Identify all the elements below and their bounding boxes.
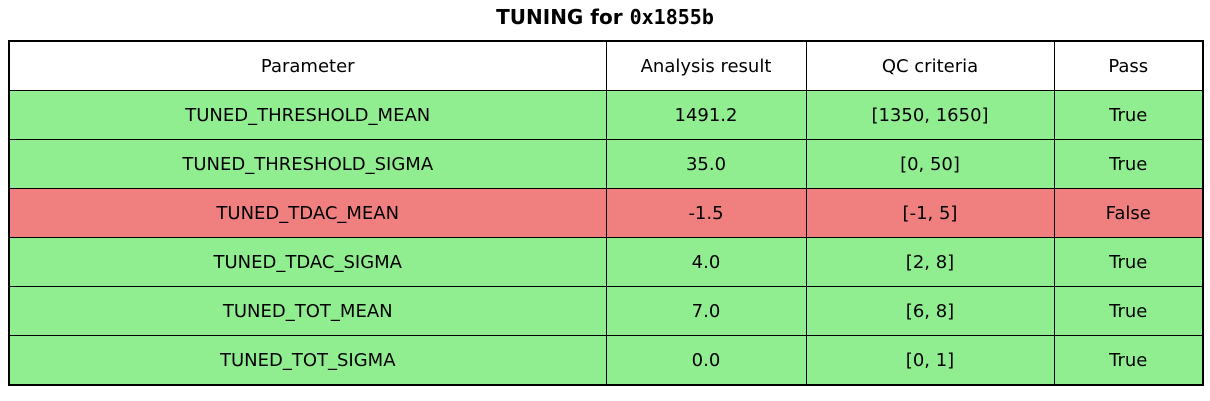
- table-row: TUNED_TDAC_SIGMA 4.0 [2, 8] True: [8, 237, 1204, 287]
- cell-qc-criteria: [2, 8]: [805, 237, 1055, 287]
- cell-parameter: TUNED_TOT_SIGMA: [8, 335, 607, 386]
- table-row: TUNED_TOT_SIGMA 0.0 [0, 1] True: [8, 335, 1204, 386]
- cell-parameter: TUNED_TOT_MEAN: [8, 286, 607, 336]
- title-prefix: TUNING for: [496, 5, 630, 29]
- cell-pass: True: [1053, 237, 1204, 287]
- title-chip-id: 0x1855b: [629, 5, 714, 29]
- column-header-analysis-result: Analysis result: [605, 40, 807, 91]
- cell-qc-criteria: [0, 50]: [805, 139, 1055, 189]
- column-header-qc-criteria: QC criteria: [805, 40, 1055, 91]
- header-row: Parameter Analysis result QC criteria Pa…: [8, 40, 1204, 91]
- qc-summary-table: Parameter Analysis result QC criteria Pa…: [8, 40, 1204, 386]
- table-row: TUNED_TOT_MEAN 7.0 [6, 8] True: [8, 286, 1204, 336]
- cell-parameter: TUNED_TDAC_MEAN: [8, 188, 607, 238]
- cell-analysis-result: 7.0: [605, 286, 807, 336]
- cell-parameter: TUNED_THRESHOLD_MEAN: [8, 90, 607, 140]
- cell-pass: True: [1053, 139, 1204, 189]
- column-header-pass: Pass: [1053, 40, 1204, 91]
- cell-pass: True: [1053, 286, 1204, 336]
- table-row: TUNED_THRESHOLD_SIGMA 35.0 [0, 50] True: [8, 139, 1204, 189]
- cell-analysis-result: 35.0: [605, 139, 807, 189]
- cell-qc-criteria: [-1, 5]: [805, 188, 1055, 238]
- cell-parameter: TUNED_TDAC_SIGMA: [8, 237, 607, 287]
- table-row: TUNED_THRESHOLD_MEAN 1491.2 [1350, 1650]…: [8, 90, 1204, 140]
- cell-qc-criteria: [0, 1]: [805, 335, 1055, 386]
- cell-analysis-result: 4.0: [605, 237, 807, 287]
- cell-qc-criteria: [6, 8]: [805, 286, 1055, 336]
- cell-pass: False: [1053, 188, 1204, 238]
- cell-analysis-result: 1491.2: [605, 90, 807, 140]
- column-header-parameter: Parameter: [8, 40, 607, 91]
- cell-analysis-result: 0.0: [605, 335, 807, 386]
- cell-qc-criteria: [1350, 1650]: [805, 90, 1055, 140]
- cell-pass: True: [1053, 335, 1204, 386]
- cell-analysis-result: -1.5: [605, 188, 807, 238]
- cell-parameter: TUNED_THRESHOLD_SIGMA: [8, 139, 607, 189]
- table-row: TUNED_TDAC_MEAN -1.5 [-1, 5] False: [8, 188, 1204, 238]
- cell-pass: True: [1053, 90, 1204, 140]
- figure-title: TUNING for 0x1855b: [8, 5, 1202, 29]
